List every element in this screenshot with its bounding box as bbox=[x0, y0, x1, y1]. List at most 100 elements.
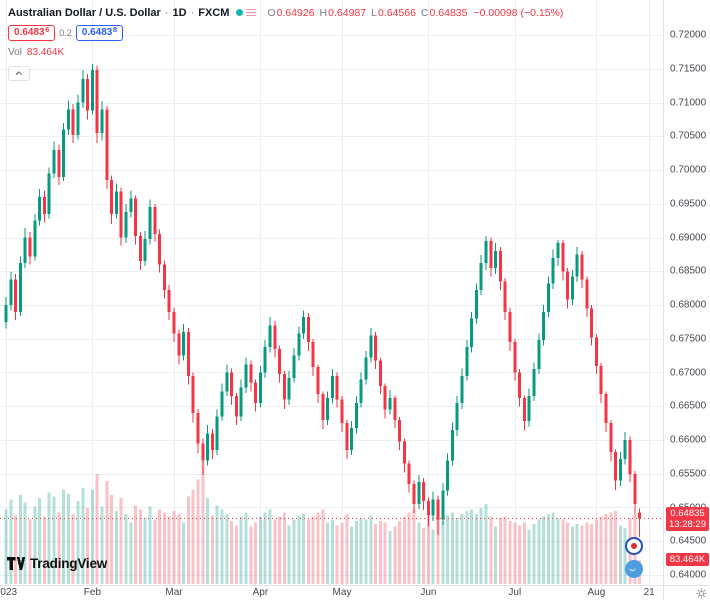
volume-bar bbox=[479, 508, 483, 584]
price-axis[interactable]: 0.64835 13:28:29 83.464K 0.72000 0.71500 0… bbox=[663, 0, 710, 585]
candle bbox=[446, 460, 450, 491]
ask-price-button[interactable]: 0.6483 8 bbox=[75, 24, 124, 41]
candle bbox=[258, 372, 262, 403]
volume-bar bbox=[417, 522, 421, 584]
volume-bar bbox=[508, 521, 512, 584]
interval-label[interactable]: 1D bbox=[172, 6, 187, 19]
volume-bar bbox=[215, 505, 219, 584]
candle bbox=[57, 149, 61, 177]
volume-bar bbox=[446, 515, 450, 584]
volume-bar bbox=[422, 528, 426, 584]
volume-bar bbox=[278, 516, 282, 584]
price-chart[interactable] bbox=[0, 0, 663, 585]
volume-bar bbox=[551, 512, 555, 584]
high-value-group: H 0.64987 bbox=[320, 7, 367, 19]
volume-bar bbox=[81, 488, 85, 584]
candle bbox=[52, 149, 56, 174]
volume-bar bbox=[62, 489, 66, 584]
candle bbox=[398, 419, 402, 442]
axis-corner bbox=[663, 585, 710, 600]
candle bbox=[575, 254, 579, 277]
price-tick-label: 0.70000 bbox=[670, 164, 707, 176]
volume-bar bbox=[297, 515, 301, 584]
volume-bar bbox=[522, 522, 526, 584]
bid-price-button[interactable]: 0.6483 6 bbox=[8, 24, 56, 41]
volume-bar bbox=[590, 523, 594, 584]
candle bbox=[278, 348, 282, 374]
price-tick-label: 0.71000 bbox=[670, 97, 707, 108]
exchange-label[interactable]: FXCM bbox=[198, 6, 230, 19]
high-value: 0.64987 bbox=[328, 6, 367, 19]
candle bbox=[321, 394, 325, 420]
volume-bar bbox=[282, 512, 286, 584]
ideas-list-icon[interactable] bbox=[246, 8, 257, 18]
volume-layer bbox=[4, 458, 642, 584]
candle bbox=[268, 325, 272, 347]
candle bbox=[95, 70, 99, 133]
settings-gear-icon[interactable] bbox=[696, 588, 707, 599]
floating-broker-icon-2[interactable] bbox=[625, 560, 643, 578]
candle bbox=[369, 335, 373, 358]
volume-bar bbox=[350, 526, 354, 584]
volume-bar bbox=[330, 519, 334, 584]
price-tick-label: 0.67500 bbox=[670, 333, 707, 345]
volume-bar bbox=[340, 522, 344, 584]
low-label: L bbox=[371, 6, 377, 19]
time-tick-label: Mar bbox=[165, 587, 183, 598]
candle bbox=[47, 173, 51, 214]
time-tick-label: Jun bbox=[420, 587, 437, 598]
volume-bar bbox=[239, 516, 243, 584]
candle bbox=[465, 346, 469, 376]
candle bbox=[532, 369, 536, 397]
symbol-title[interactable]: Australian Dollar / U.S. Dollar bbox=[8, 6, 161, 19]
bid-value: 0.6483 bbox=[14, 27, 45, 38]
volume-bar bbox=[374, 523, 378, 584]
candle bbox=[407, 463, 411, 484]
change-value: −0.00098 (−0.15%) bbox=[473, 6, 564, 19]
bid-sup-digit: 6 bbox=[45, 25, 50, 34]
volume-bar bbox=[143, 518, 147, 584]
candle bbox=[167, 290, 171, 312]
title-separator: · bbox=[164, 6, 169, 19]
low-value-group: L 0.64566 bbox=[371, 7, 416, 19]
price-tick-label: 0.71500 bbox=[670, 63, 707, 75]
volume-bar bbox=[556, 518, 560, 584]
candle bbox=[594, 337, 598, 366]
candle bbox=[417, 481, 421, 505]
volume-bar bbox=[268, 509, 272, 584]
price-tick-label: 0.69000 bbox=[670, 232, 707, 243]
volume-bar bbox=[455, 518, 459, 584]
floating-broker-icon-1[interactable] bbox=[625, 537, 643, 555]
candle bbox=[383, 386, 387, 410]
candle bbox=[546, 283, 550, 312]
candle bbox=[590, 308, 594, 338]
candle bbox=[196, 413, 200, 444]
volume-bar bbox=[441, 521, 445, 584]
volume-bar bbox=[71, 513, 75, 584]
volume-bar bbox=[518, 525, 522, 584]
volume-bar bbox=[47, 492, 51, 584]
brand-name: TradingView bbox=[30, 556, 108, 571]
volume-bar bbox=[614, 510, 618, 584]
price-tick-label: 0.69500 bbox=[670, 198, 707, 210]
volume-bar bbox=[450, 512, 454, 584]
candle bbox=[71, 109, 75, 135]
time-tick-label: 2023 bbox=[0, 587, 18, 598]
bar-countdown: 13:28:29 bbox=[669, 518, 706, 530]
volume-bar bbox=[172, 510, 176, 584]
volume-bar bbox=[57, 512, 61, 584]
candle bbox=[422, 481, 426, 501]
tradingview-logo[interactable]: TradingView bbox=[7, 556, 107, 571]
time-axis[interactable]: 2023 Feb Mar Apr May Jun Jul Aug 21 bbox=[0, 585, 663, 600]
candle bbox=[364, 357, 368, 380]
candle bbox=[76, 102, 80, 135]
price-tick-label: 0.66000 bbox=[670, 434, 707, 446]
volume-bar bbox=[225, 513, 229, 584]
candle bbox=[138, 236, 142, 262]
close-value-group: C 0.64835 bbox=[421, 7, 468, 19]
volume-bar bbox=[489, 516, 493, 584]
candle bbox=[105, 109, 109, 181]
collapse-legend-button[interactable] bbox=[8, 66, 30, 81]
bid-ask-row: 0.6483 6 0.2 0.6483 8 bbox=[8, 24, 563, 41]
